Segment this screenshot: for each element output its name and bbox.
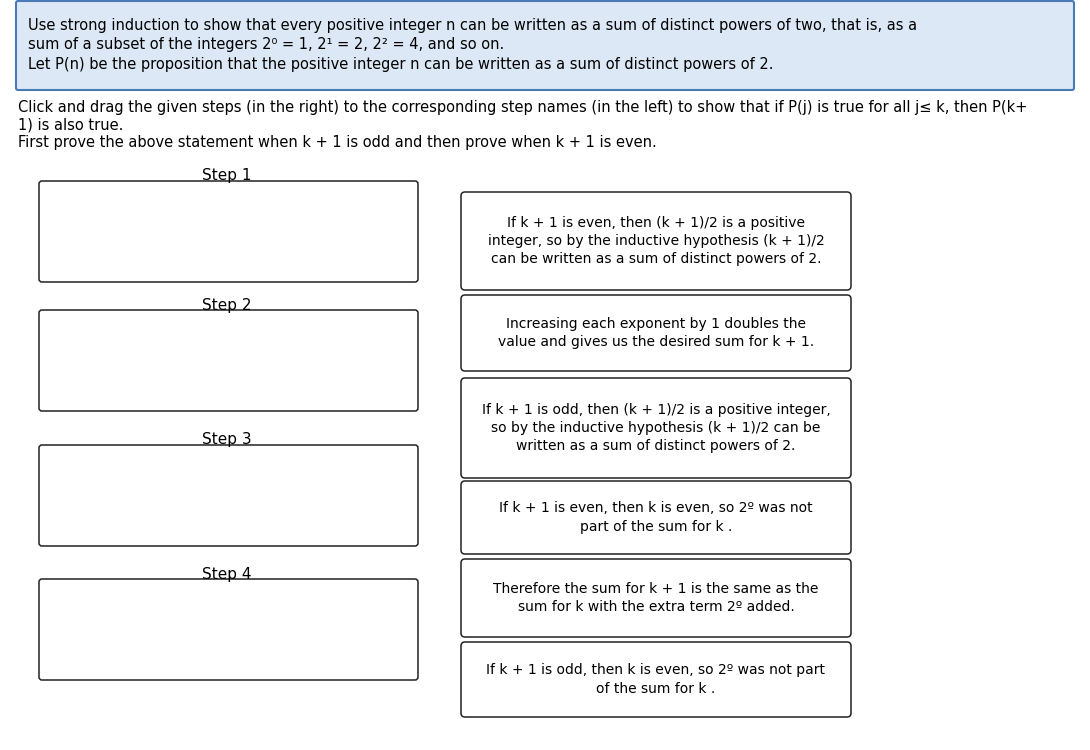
Text: Therefore the sum for k + 1 is the same as the
sum for k with the extra term 2º : Therefore the sum for k + 1 is the same …: [494, 582, 819, 614]
FancyBboxPatch shape: [461, 642, 851, 717]
FancyBboxPatch shape: [461, 559, 851, 637]
Text: If k + 1 is odd, then (k + 1)/2 is a positive integer,
so by the inductive hypot: If k + 1 is odd, then (k + 1)/2 is a pos…: [482, 403, 831, 454]
FancyBboxPatch shape: [461, 378, 851, 478]
Text: Use strong induction to show that every positive integer n can be written as a s: Use strong induction to show that every …: [28, 18, 917, 33]
Text: sum of a subset of the integers 2⁰ = 1, 2¹ = 2, 2² = 4, and so on.: sum of a subset of the integers 2⁰ = 1, …: [28, 37, 505, 52]
FancyBboxPatch shape: [461, 295, 851, 371]
FancyBboxPatch shape: [461, 192, 851, 290]
Text: Click and drag the given steps (in the right) to the corresponding step names (i: Click and drag the given steps (in the r…: [19, 100, 1028, 115]
Text: Step 3: Step 3: [202, 432, 252, 447]
Text: If k + 1 is odd, then k is even, so 2º was not part
of the sum for k .: If k + 1 is odd, then k is even, so 2º w…: [486, 663, 825, 696]
Text: Step 1: Step 1: [203, 168, 252, 183]
Text: Step 2: Step 2: [203, 298, 252, 313]
Text: Step 4: Step 4: [203, 567, 252, 582]
FancyBboxPatch shape: [39, 445, 417, 546]
Text: Let P(n) be the proposition that the positive integer n can be written as a sum : Let P(n) be the proposition that the pos…: [28, 57, 774, 72]
FancyBboxPatch shape: [39, 181, 417, 282]
FancyBboxPatch shape: [39, 310, 417, 411]
FancyBboxPatch shape: [16, 1, 1074, 90]
Text: If k + 1 is even, then (k + 1)/2 is a positive
integer, so by the inductive hypo: If k + 1 is even, then (k + 1)/2 is a po…: [487, 215, 824, 266]
FancyBboxPatch shape: [39, 579, 417, 680]
Text: If k + 1 is even, then k is even, so 2º was not
part of the sum for k .: If k + 1 is even, then k is even, so 2º …: [499, 501, 813, 534]
Text: Increasing each exponent by 1 doubles the
value and gives us the desired sum for: Increasing each exponent by 1 doubles th…: [498, 316, 814, 350]
Text: First prove the above statement when k + 1 is odd and then prove when k + 1 is e: First prove the above statement when k +…: [19, 135, 657, 150]
FancyBboxPatch shape: [461, 481, 851, 554]
Text: 1) is also true.: 1) is also true.: [19, 117, 123, 132]
